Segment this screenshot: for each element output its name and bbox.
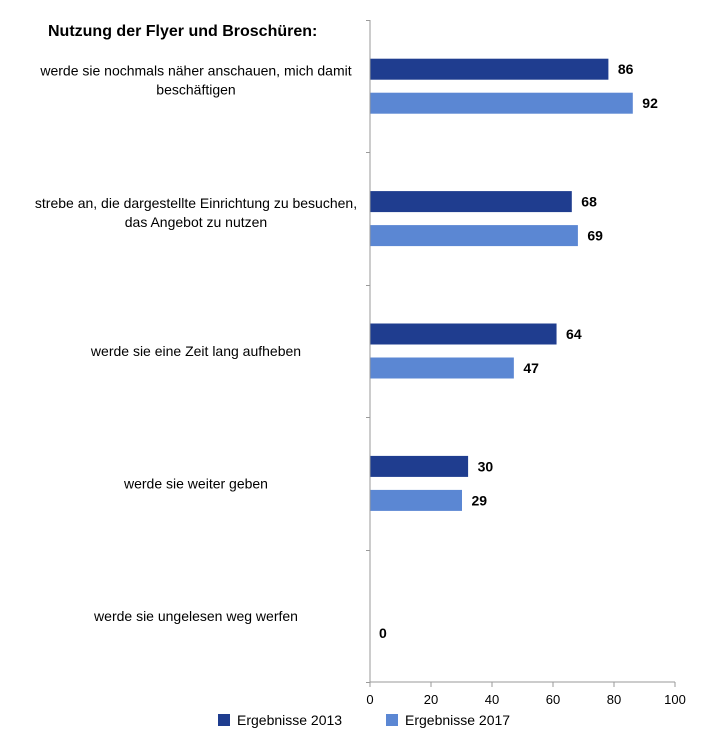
bar	[370, 225, 578, 247]
legend-label: Ergebnisse 2013	[237, 712, 342, 728]
chart-title: Nutzung der Flyer und Broschüren:	[48, 23, 317, 40]
value-labels: 86 92 68 69 64 47 30 29 0	[379, 61, 658, 641]
category-labels: werde sie nochmals näher anschauen, mich…	[35, 63, 357, 624]
legend-swatch	[218, 714, 230, 726]
bar	[370, 92, 633, 114]
x-tick-label: 40	[485, 692, 499, 707]
bars	[370, 58, 633, 511]
axes: 0 20 40 60 80 100	[366, 20, 686, 707]
x-tick-label: 60	[546, 692, 560, 707]
x-tick-label: 100	[664, 692, 686, 707]
x-tick-label: 0	[366, 692, 373, 707]
legend-label: Ergebnisse 2017	[405, 712, 510, 728]
bar	[370, 58, 609, 80]
category-label: werde sie ungelesen weg werfen	[93, 608, 298, 624]
legend-swatch	[386, 714, 398, 726]
category-label: strebe an, die dargestellte Einrichtung …	[35, 195, 357, 230]
bar-value-label: 64	[566, 326, 582, 342]
bar-value-label: 0	[379, 625, 387, 641]
legend: Ergebnisse 2013 Ergebnisse 2017	[218, 712, 510, 728]
x-tick-label: 20	[424, 692, 438, 707]
bar-value-label: 92	[642, 95, 658, 111]
bar	[370, 455, 469, 477]
category-label: werde sie nochmals näher anschauen, mich…	[39, 63, 351, 98]
bar-value-label: 68	[581, 194, 597, 210]
bar-value-label: 30	[478, 458, 494, 474]
bar	[370, 357, 514, 379]
category-label: werde sie eine Zeit lang aufheben	[90, 343, 301, 359]
x-tick-label: 80	[607, 692, 621, 707]
bar	[370, 489, 462, 511]
bar-value-label: 86	[618, 61, 634, 77]
bar	[370, 191, 572, 213]
bar-value-label: 29	[472, 492, 488, 508]
bar	[370, 323, 557, 345]
bar-value-label: 69	[587, 228, 603, 244]
category-label: werde sie weiter geben	[123, 475, 268, 491]
bar-value-label: 47	[523, 360, 539, 376]
